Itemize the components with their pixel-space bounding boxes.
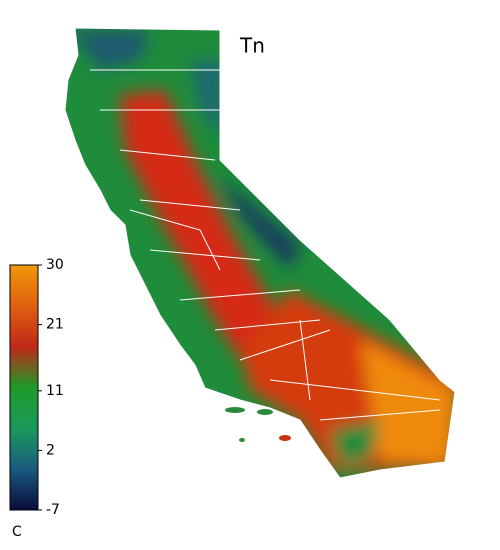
colorbar-tick-label: 30 (46, 257, 64, 273)
colorbar-tick-label: 11 (46, 383, 64, 399)
colorbar-tick-label: -7 (46, 502, 60, 518)
colorbar-unit: C (12, 524, 22, 540)
colorbar-tick-label: 21 (46, 317, 64, 333)
map-title: Tn (239, 34, 265, 58)
colorbar (9, 264, 39, 511)
colorbar-tick-label: 2 (46, 442, 55, 458)
islands (225, 407, 291, 442)
state-outline (64, 27, 456, 479)
